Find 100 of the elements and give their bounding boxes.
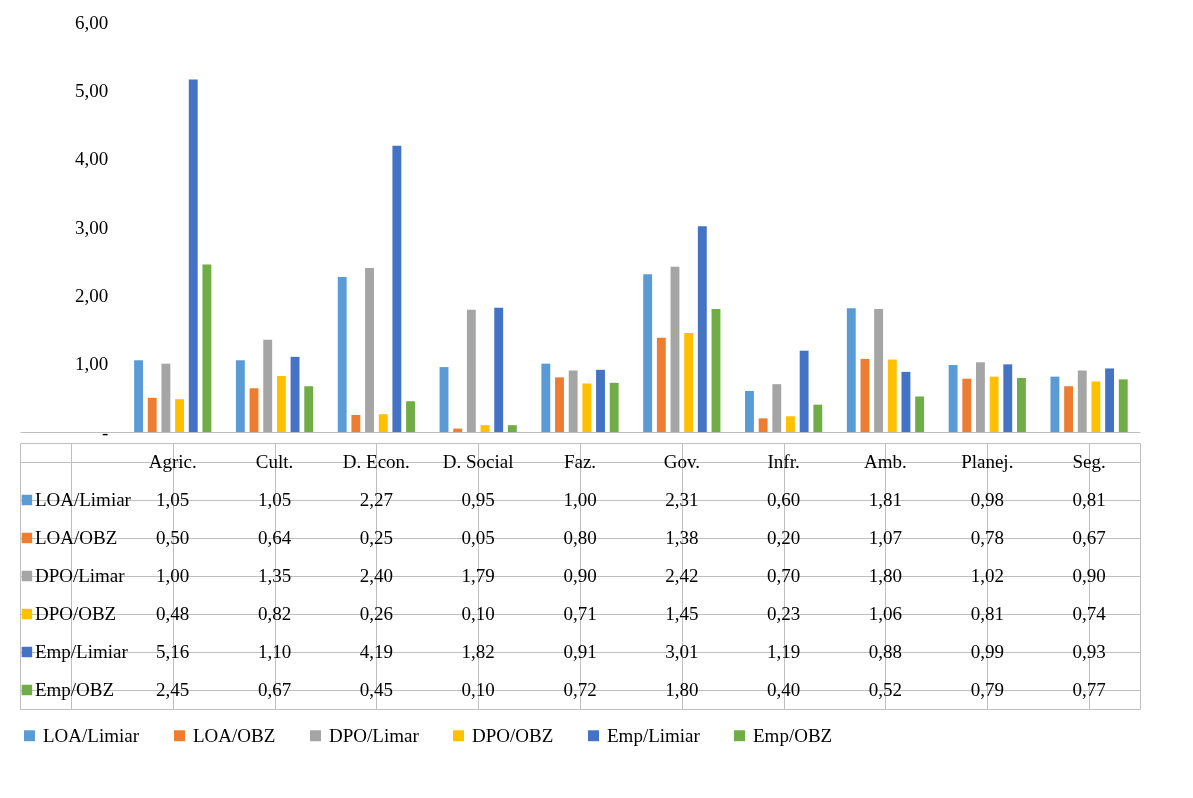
x-tick-label: Planej. — [961, 451, 1014, 472]
y-tick-label: 6,00 — [75, 11, 109, 33]
bar — [1118, 379, 1128, 432]
bar — [290, 356, 300, 432]
bar — [337, 276, 347, 432]
data-label: 0,72 — [563, 679, 597, 700]
bar — [175, 399, 184, 432]
data-label: 0,67 — [1072, 527, 1106, 548]
data-label: 0,99 — [970, 641, 1004, 662]
bar — [392, 145, 402, 432]
data-label: 0,05 — [461, 527, 495, 548]
bar — [161, 363, 171, 432]
bar — [799, 350, 809, 432]
data-label: 0,79 — [970, 679, 1004, 700]
legend-label: LOA/Limiar — [34, 489, 132, 510]
x-tick-label: Agric. — [148, 451, 197, 472]
bar — [466, 309, 476, 432]
bar — [697, 226, 707, 432]
bar — [1091, 381, 1101, 432]
bar — [596, 369, 605, 432]
x-tick-label: Infr. — [767, 451, 800, 472]
bar — [439, 367, 449, 432]
bar — [1077, 370, 1087, 432]
bar — [249, 388, 259, 432]
data-label: 0,90 — [563, 565, 597, 586]
bar — [541, 363, 551, 432]
data-label: 1,02 — [970, 565, 1004, 586]
data-label: 0,25 — [359, 527, 393, 548]
bar — [568, 370, 578, 432]
bar — [887, 359, 897, 432]
x-tick-label: Faz. — [563, 451, 597, 472]
bar — [745, 391, 754, 432]
bar — [948, 365, 958, 432]
bar — [1105, 368, 1115, 432]
bar — [582, 383, 592, 432]
bar — [1064, 386, 1074, 432]
data-label: 1,00 — [563, 489, 597, 510]
data-label: 0,60 — [767, 489, 801, 510]
bar — [643, 274, 653, 432]
bar — [976, 362, 985, 432]
bar — [263, 339, 273, 432]
x-tick-label: D. Social — [442, 451, 514, 472]
bar — [1003, 364, 1013, 432]
data-label: 0,74 — [1072, 603, 1107, 624]
bar — [609, 382, 619, 432]
data-label: 4,19 — [359, 641, 393, 662]
data-label: 1,45 — [665, 603, 699, 624]
legend-label: Emp/OBZ — [34, 679, 115, 700]
y-tick-label: 1,00 — [75, 353, 109, 375]
bar — [846, 308, 856, 432]
data-label: 1,82 — [461, 641, 495, 662]
bar — [406, 401, 415, 432]
data-label: 1,05 — [156, 489, 190, 510]
text: Emp/OBZ — [753, 724, 833, 746]
data-label: 1,00 — [156, 565, 190, 586]
bar — [915, 396, 925, 432]
data-label: 2,27 — [359, 489, 393, 510]
bar — [670, 266, 680, 432]
data-label: 1,10 — [257, 641, 292, 662]
legend-label: DPO/Limar — [34, 565, 126, 586]
data-label: 1,35 — [257, 565, 292, 586]
bar — [351, 414, 361, 432]
data-label: 0,80 — [563, 527, 597, 548]
data-label: 5,16 — [156, 641, 190, 662]
data-label: 0,77 — [1072, 679, 1106, 700]
bar — [813, 404, 823, 432]
x-tick-label: Seg. — [1072, 451, 1106, 472]
text: Emp/Limiar — [607, 724, 700, 746]
bar — [1050, 376, 1060, 432]
bar — [962, 378, 972, 432]
data-label: 0,10 — [461, 679, 495, 700]
data-label: 0,50 — [156, 527, 190, 548]
x-tick-label: Gov. — [663, 451, 700, 472]
bar — [202, 264, 212, 432]
bar — [772, 384, 782, 432]
bar — [1017, 378, 1026, 432]
x-tick-label: D. Econ. — [342, 451, 410, 472]
bar — [758, 418, 768, 432]
data-label: 2,40 — [359, 565, 393, 586]
data-label: 0,98 — [970, 489, 1004, 510]
data-label: 0,70 — [767, 565, 801, 586]
data-label: 0,45 — [359, 679, 393, 700]
bar — [711, 309, 721, 432]
data-label: 0,52 — [868, 679, 903, 700]
bar — [134, 360, 143, 432]
bar — [378, 414, 388, 432]
data-label: 0,78 — [970, 527, 1004, 548]
data-label: 0,23 — [767, 603, 801, 624]
data-label: 2,31 — [665, 489, 699, 510]
bar — [304, 386, 314, 432]
legend-label: Emp/Limiar — [34, 641, 129, 662]
data-label: 0,71 — [563, 603, 597, 624]
bar — [276, 375, 286, 432]
bar — [901, 371, 911, 432]
data-label: 0,64 — [257, 527, 292, 548]
data-label: 0,95 — [461, 489, 495, 510]
y-tick-label: 5,00 — [75, 79, 109, 101]
data-label: 0,20 — [767, 527, 801, 548]
y-tick-label: 3,00 — [75, 216, 109, 238]
bar — [188, 79, 198, 432]
